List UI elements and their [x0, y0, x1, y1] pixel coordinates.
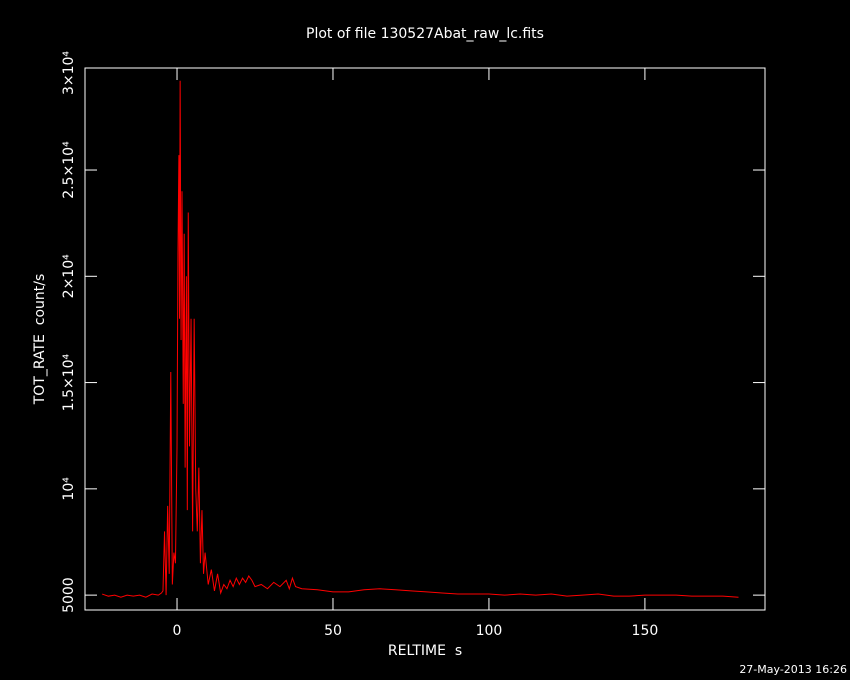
- plot-frame: [84, 67, 766, 611]
- data-line: [101, 80, 739, 598]
- x-tick-label: 150: [632, 623, 659, 639]
- x-tick-label: 0: [173, 623, 182, 639]
- y-tick-label: 2×10⁴: [61, 254, 77, 298]
- y-tick-label: 3×10⁴: [61, 51, 77, 95]
- y-tick-label: 10⁴: [61, 477, 77, 501]
- x-axis-label: RELTIME s: [388, 643, 462, 659]
- footer-timestamp: 27-May-2013 16:26: [739, 663, 847, 676]
- y-tick-label: 5000: [61, 577, 77, 613]
- x-tick-label: 50: [324, 623, 342, 639]
- y-tick-label: 2.5×10⁴: [61, 141, 77, 199]
- chart-title: Plot of file 130527Abat_raw_lc.fits: [306, 26, 544, 42]
- y-axis-label: TOT_RATE count/s: [32, 274, 48, 406]
- y-tick-label: 1.5×10⁴: [61, 353, 77, 411]
- x-tick-label: 100: [476, 623, 503, 639]
